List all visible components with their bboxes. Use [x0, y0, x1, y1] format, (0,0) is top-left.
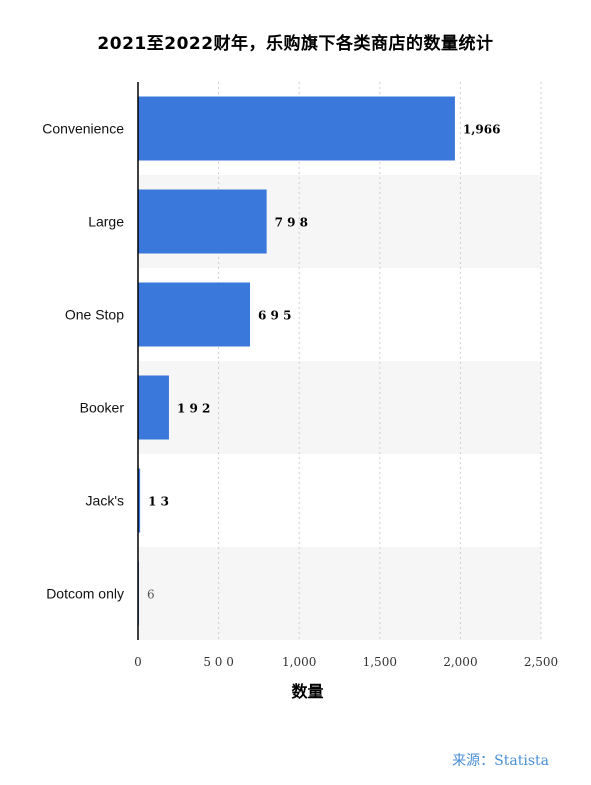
category-label: Dotcom only [46, 586, 124, 602]
x-tick-label: 1,000 [282, 655, 316, 669]
row-band [138, 361, 541, 454]
category-label: Jack's [86, 493, 124, 509]
value-label: 6 [147, 588, 155, 602]
value-label: 1 9 2 [177, 402, 210, 416]
chart-title: 2021至2022财年，乐购旗下各类商店的数量统计 [97, 34, 494, 54]
bar[interactable] [138, 189, 267, 254]
category-label: Booker [80, 400, 125, 416]
value-label: 6 9 5 [258, 309, 291, 323]
row-band [138, 547, 541, 640]
category-label: One Stop [65, 307, 124, 323]
x-tick-label: 2,000 [443, 655, 477, 669]
x-tick-label: 5 0 0 [203, 655, 234, 669]
bar[interactable] [138, 468, 141, 533]
bar[interactable] [138, 96, 455, 161]
value-label: 7 9 8 [275, 216, 308, 230]
category-label: Large [88, 214, 124, 230]
bar[interactable] [138, 375, 169, 440]
x-axis-title: 数量 [291, 682, 323, 701]
bar[interactable] [138, 282, 251, 347]
value-label: 1,966 [463, 123, 501, 137]
source-label[interactable]: 来源：Statista [452, 753, 549, 769]
value-label: 1 3 [148, 495, 169, 509]
category-label: Convenience [42, 121, 124, 137]
x-tick-label: 1,500 [363, 655, 397, 669]
x-tick-label: 0 [134, 655, 142, 669]
x-tick-label: 2,500 [524, 655, 558, 669]
